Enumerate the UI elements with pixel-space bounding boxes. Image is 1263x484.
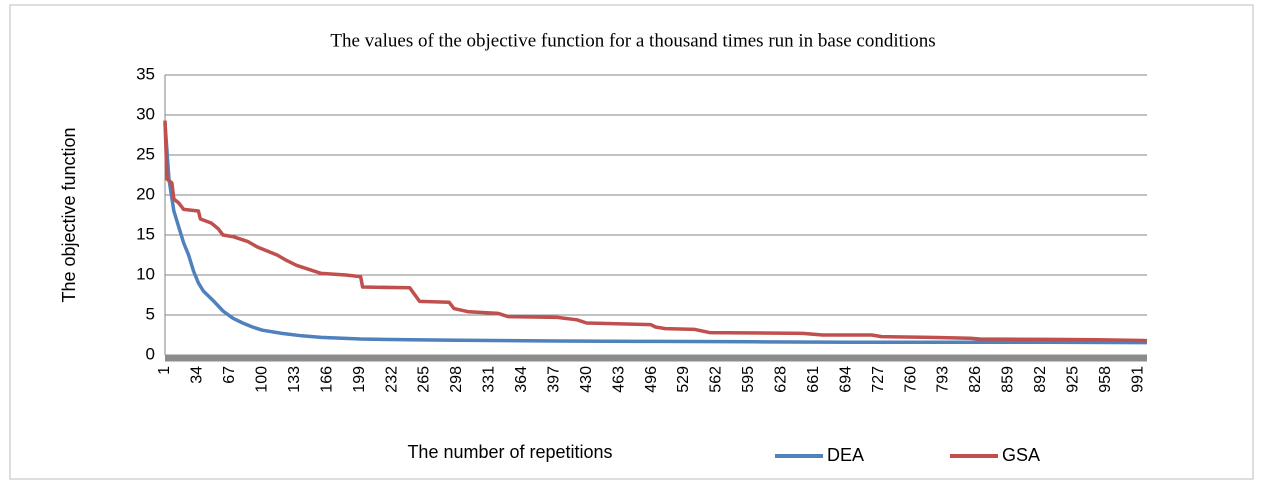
x-tick-label: 562 bbox=[708, 366, 725, 393]
x-tick-label: 166 bbox=[318, 366, 335, 393]
x-tick-label: 892 bbox=[1032, 366, 1049, 393]
x-tick-label: 397 bbox=[545, 366, 562, 393]
x-axis-title: The number of repetitions bbox=[407, 442, 612, 462]
x-tick-label: 760 bbox=[902, 366, 919, 393]
x-tick-label: 496 bbox=[643, 366, 660, 393]
x-tick-label: 958 bbox=[1097, 366, 1114, 393]
data-line bbox=[163, 122, 1148, 345]
x-tick-label: 727 bbox=[870, 366, 887, 393]
x-tick-label: 694 bbox=[837, 366, 854, 393]
y-tick-label: 35 bbox=[136, 64, 155, 83]
x-tick-label: 430 bbox=[578, 366, 595, 393]
y-tick-label: 30 bbox=[136, 104, 155, 123]
x-tick-label: 595 bbox=[740, 366, 757, 393]
x-tick-label: 925 bbox=[1064, 366, 1081, 393]
x-tick-label: 265 bbox=[416, 366, 433, 393]
y-tick-label: 15 bbox=[136, 224, 155, 243]
x-tick-label: 34 bbox=[189, 366, 206, 384]
x-tick-label: 826 bbox=[967, 366, 984, 393]
x-tick-label: 859 bbox=[1000, 366, 1017, 393]
y-tick-label: 25 bbox=[136, 144, 155, 163]
y-axis-title: The objective function bbox=[59, 127, 79, 302]
x-tick-label: 463 bbox=[610, 366, 627, 393]
x-tick-label: 364 bbox=[513, 366, 530, 393]
x-tick-label: 298 bbox=[448, 366, 465, 393]
x-tick-label: 628 bbox=[773, 366, 790, 393]
y-tick-label: 0 bbox=[146, 344, 155, 363]
chart-frame bbox=[9, 4, 1254, 480]
x-tick-label: 529 bbox=[675, 366, 692, 393]
y-tick-label: 10 bbox=[136, 264, 155, 283]
y-tick-label: 5 bbox=[146, 304, 155, 323]
x-tick-label: 991 bbox=[1129, 366, 1146, 393]
y-tick-label: 20 bbox=[136, 184, 155, 203]
x-tick-label: 67 bbox=[221, 366, 238, 384]
x-tick-label: 133 bbox=[286, 366, 303, 393]
data-line bbox=[163, 120, 1148, 343]
x-tick-label: 661 bbox=[805, 366, 822, 393]
x-tick-label: 1 bbox=[156, 366, 173, 375]
x-tick-label: 793 bbox=[935, 366, 952, 393]
x-tick-label: 232 bbox=[383, 366, 400, 393]
legend-label: GSA bbox=[1002, 445, 1040, 465]
x-tick-label: 199 bbox=[351, 366, 368, 393]
chart-title: The values of the objective function for… bbox=[330, 30, 935, 51]
x-tick-label: 331 bbox=[481, 366, 498, 393]
legend-label: DEA bbox=[827, 445, 864, 465]
x-tick-label: 100 bbox=[254, 366, 271, 393]
